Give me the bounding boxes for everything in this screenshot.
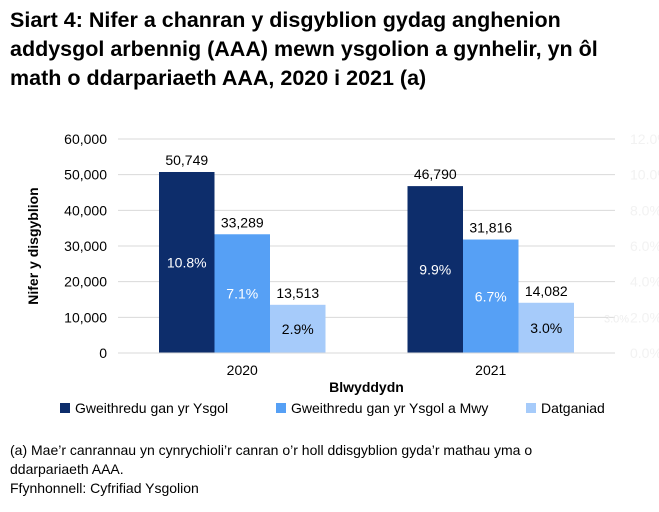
footnotes: (a) Mae’r canrannau yn cynrychioli’r can… <box>10 441 610 498</box>
legend-label: Datganiad <box>541 400 605 416</box>
data-label: 33,289 <box>221 214 264 230</box>
percent-label: 2.9% <box>282 321 314 337</box>
data-label: 31,816 <box>469 220 512 236</box>
y-tick-label: 10,000 <box>64 309 107 325</box>
legend-swatch <box>60 403 70 413</box>
data-label: 50,749 <box>165 152 208 168</box>
x-tick-label: 2020 <box>227 362 258 378</box>
percent-label: 9.9% <box>419 262 451 278</box>
legend-label: Gweithredu gan yr Ysgol a Mwy <box>291 400 489 416</box>
percent-label: 6.7% <box>475 288 507 304</box>
legend-item: Gweithredu gan yr Ysgol <box>60 400 228 416</box>
footnote: (a) Mae’r canrannau yn cynrychioli’r can… <box>10 442 533 477</box>
percent-label: 10.8% <box>167 254 207 270</box>
x-tick-label: 2021 <box>475 362 506 378</box>
y2-tick-label: 8.0% <box>630 202 659 218</box>
legend-item: Gweithredu gan yr Ysgol a Mwy <box>276 400 488 416</box>
y2-tick-label: 0.0% <box>630 345 659 361</box>
legend-label: Gweithredu gan yr Ysgol <box>75 400 229 416</box>
y-tick-label: 30,000 <box>64 238 107 254</box>
percent-label: 7.1% <box>226 286 258 302</box>
bar <box>407 186 463 353</box>
chart-title: Siart 4: Nifer a chanran y disgyblion gy… <box>10 8 598 90</box>
bar <box>270 304 326 353</box>
y-tick-label: 50,000 <box>64 167 107 183</box>
data-label: 14,082 <box>525 283 568 299</box>
bar <box>159 171 215 353</box>
bar <box>214 234 270 353</box>
legend-item: Datganiad <box>526 400 605 416</box>
y2-tick-label: 6.0% <box>630 238 659 254</box>
y2-tick-label: 4.0% <box>630 274 659 290</box>
y-axis-title: Nifer y disgyblion <box>25 187 41 304</box>
data-label: 13,513 <box>276 285 319 301</box>
y2-tick-label: 10.0% <box>630 167 659 183</box>
bar <box>463 239 519 353</box>
y-tick-label: 0 <box>99 345 107 361</box>
y2-tick-label: 12.0% <box>630 131 659 147</box>
legend-swatch <box>526 403 536 413</box>
y-tick-label: 40,000 <box>64 202 107 218</box>
y-tick-label: 20,000 <box>64 274 107 290</box>
x-axis-title: Blwyddydn <box>329 379 404 395</box>
data-label: 46,790 <box>414 166 457 182</box>
percent-label: 3.0% <box>530 320 562 336</box>
y2-tick-label: 2.0% <box>630 309 659 325</box>
bar-chart: 0 0.0% 10,000 2.0% 20,000 4.0% 30,000 6.0% 40,00… <box>25 131 659 395</box>
y2-stray-label: 3.0% <box>604 313 629 325</box>
bar <box>518 302 574 353</box>
legend-swatch <box>276 403 286 413</box>
source: Ffynhonnell: Cyfrifiad Ysgolion <box>10 480 199 496</box>
y-tick-label: 60,000 <box>64 131 107 147</box>
